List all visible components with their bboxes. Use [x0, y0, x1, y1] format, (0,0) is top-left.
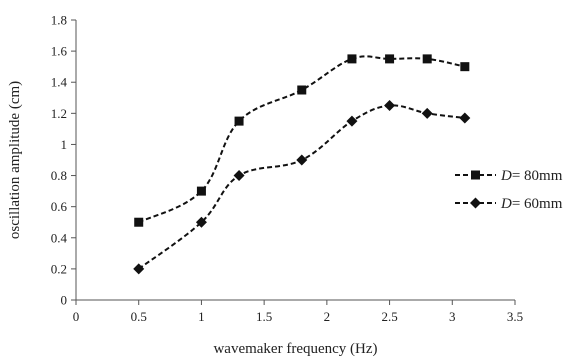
series-d-80mm [134, 54, 470, 227]
legend: D= 80mm D= 60mm [455, 168, 563, 212]
y-axis-ticks: 0 0.2 0.4 0.6 0.8 1 1.2 1.4 1.6 1.8 [51, 13, 76, 308]
y-axis-title: oscillation amplitude (cm) [7, 81, 23, 239]
data-point [297, 85, 307, 95]
x-tick-label: 3.5 [507, 309, 523, 324]
data-point [459, 112, 471, 124]
data-point [346, 115, 358, 127]
legend-marker [471, 170, 480, 180]
x-tick-label: 3 [449, 309, 456, 324]
y-tick-label: 0.8 [51, 168, 67, 183]
legend-item: D= 80mm [455, 168, 563, 184]
y-tick-label: 0.6 [51, 199, 68, 214]
y-tick-label: 1.2 [51, 106, 67, 121]
legend-label: D= 60mm [500, 196, 563, 212]
x-tick-label: 1.5 [256, 309, 272, 324]
legend-item: D= 60mm [455, 196, 563, 212]
y-tick-label: 0.4 [51, 230, 68, 245]
data-point [385, 54, 395, 64]
y-tick-label: 1 [61, 137, 68, 152]
data-point [134, 217, 144, 227]
series-d-60mm [133, 100, 471, 275]
data-point [296, 154, 308, 166]
data-point [234, 116, 244, 126]
x-tick-label: 1 [198, 309, 205, 324]
x-tick-label: 0 [73, 309, 80, 324]
x-tick-label: 0.5 [131, 309, 147, 324]
y-tick-label: 0 [61, 293, 68, 308]
data-point [347, 54, 357, 64]
y-tick-label: 1.6 [51, 44, 68, 59]
data-point [133, 263, 145, 275]
y-tick-label: 1.8 [51, 13, 67, 28]
series-line [138, 104, 465, 270]
data-point [384, 100, 396, 112]
x-axis-title: wavemaker frequency (Hz) [213, 341, 377, 357]
series-line [138, 55, 466, 224]
x-tick-label: 2 [324, 309, 331, 324]
data-point [422, 54, 432, 64]
legend-label: D= 80mm [500, 168, 563, 184]
series-layer [133, 54, 471, 275]
data-point [460, 62, 470, 72]
y-tick-label: 1.4 [51, 75, 68, 90]
data-point [421, 107, 433, 119]
data-point [195, 216, 207, 228]
data-point [233, 170, 245, 182]
data-point [196, 186, 206, 196]
y-tick-label: 0.2 [51, 261, 67, 276]
legend-marker [470, 197, 481, 209]
x-tick-label: 2.5 [381, 309, 397, 324]
x-axis-ticks: 0 0.5 1 1.5 2 2.5 3 3.5 [73, 300, 523, 324]
